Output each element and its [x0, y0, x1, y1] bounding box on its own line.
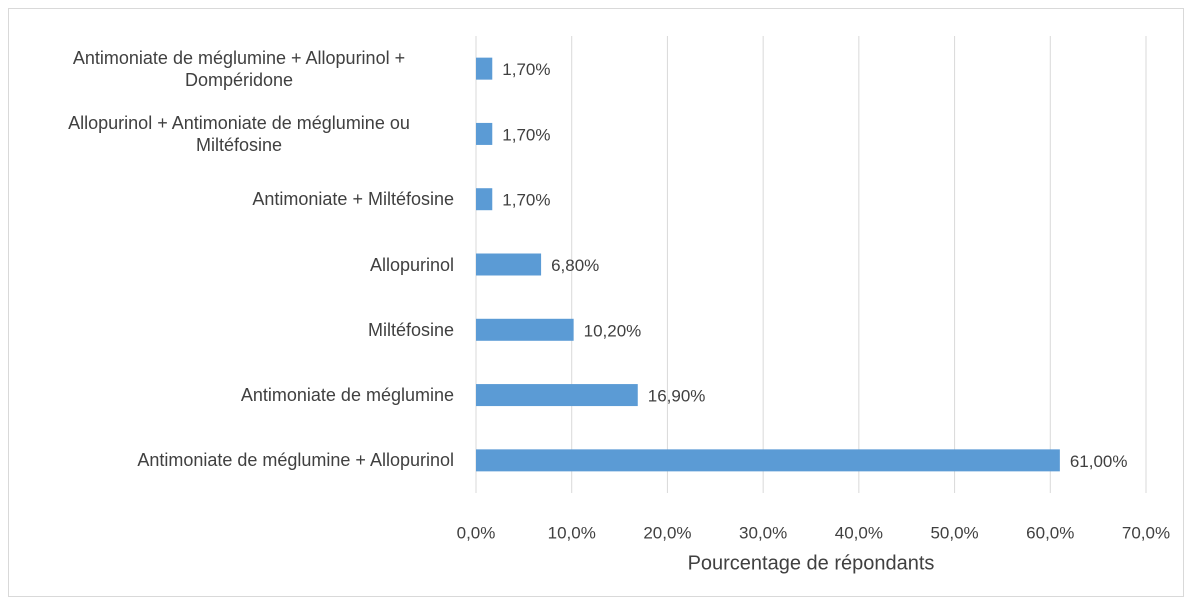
y-tick-label: Antimoniate + Miltéfosine [252, 189, 454, 210]
y-tick-label-box: Antimoniate de méglumine + Allopurinol [24, 430, 454, 490]
data-label: 6,80% [551, 256, 599, 275]
y-tick-label: Miltéfosine [367, 319, 454, 340]
bar [476, 318, 574, 341]
y-tick-label: Allopurinol [369, 254, 454, 275]
data-label: 16,90% [648, 387, 706, 406]
y-tick-label: Antimoniate de méglumine + Allopurinol [137, 450, 454, 471]
x-tick-label: 50,0% [930, 523, 978, 542]
y-tick-label-box: Antimoniate de méglumine [24, 365, 454, 425]
x-tick-label: 40,0% [835, 523, 883, 542]
x-tick-label: 10,0% [548, 523, 596, 542]
data-label: 61,00% [1070, 452, 1128, 471]
x-tick-label: 30,0% [739, 523, 787, 542]
bar [476, 384, 638, 407]
bar [476, 253, 542, 276]
data-label: 10,20% [584, 321, 642, 340]
y-tick-label: Allopurinol + Antimoniate de méglumine o… [68, 112, 410, 155]
y-tick-label-box: Allopurinol [24, 235, 454, 295]
y-tick-label-box: Allopurinol + Antimoniate de méglumine o… [24, 104, 454, 164]
y-tick-label-box: Miltéfosine [24, 300, 454, 360]
bar [476, 122, 493, 145]
y-tick-label-box: Antimoniate de méglumine + Allopurinol +… [24, 39, 454, 99]
x-tick-label: 20,0% [643, 523, 691, 542]
bar [476, 57, 493, 80]
y-tick-label: Antimoniate de méglumine + Allopurinol +… [72, 47, 406, 90]
bar [476, 188, 493, 211]
chart-border [8, 8, 1184, 597]
data-label: 1,70% [502, 125, 550, 144]
bar [476, 449, 1060, 472]
x-tick-label: 60,0% [1026, 523, 1074, 542]
y-tick-label-box: Antimoniate + Miltéfosine [24, 169, 454, 229]
x-tick-label: 70,0% [1122, 523, 1170, 542]
x-axis-title: Pourcentage de répondants [688, 552, 935, 574]
y-tick-label: Antimoniate de méglumine [240, 385, 454, 406]
data-label: 1,70% [502, 60, 550, 79]
x-tick-label: 0,0% [457, 523, 496, 542]
data-label: 1,70% [502, 191, 550, 210]
